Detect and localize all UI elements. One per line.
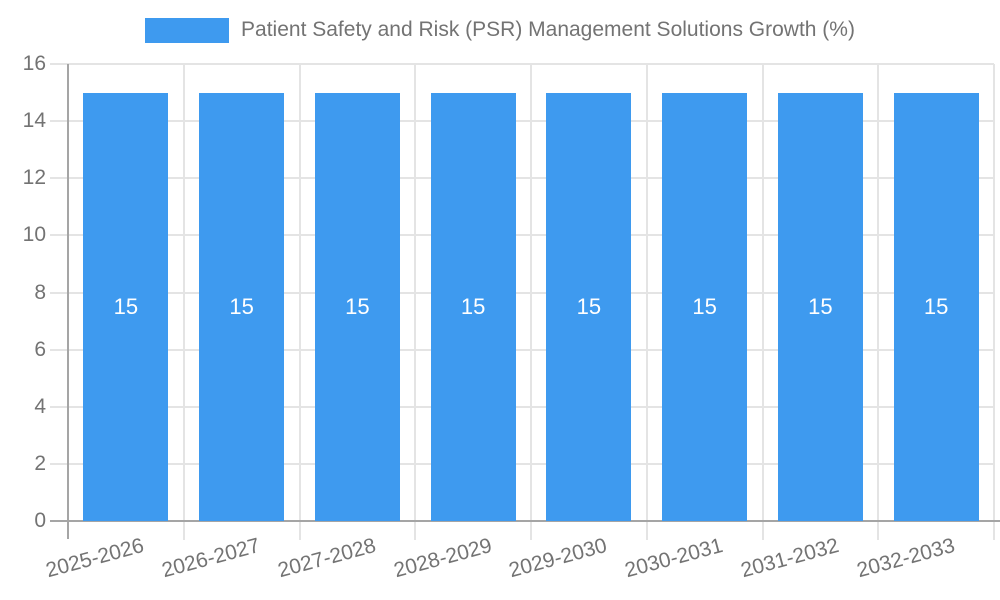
x-gridline <box>298 64 301 521</box>
bar-value-label: 15 <box>113 293 139 319</box>
x-axis-line <box>50 520 1000 522</box>
bar <box>314 92 400 521</box>
x-axis-tick <box>530 522 532 540</box>
y-axis-tick-label: 14 <box>22 109 46 133</box>
y-axis-tick-label: 12 <box>22 166 46 190</box>
x-axis-tick-label: 2027-2028 <box>275 534 379 583</box>
x-gridline <box>877 64 880 521</box>
bar <box>546 92 632 521</box>
bar-value-label: 15 <box>692 293 717 319</box>
bar-value-label: 15 <box>576 293 602 319</box>
y-axis-tick-label: 6 <box>34 337 46 361</box>
x-axis-tick <box>877 522 880 540</box>
x-axis-tick <box>993 522 995 540</box>
y-gridline <box>50 63 994 65</box>
x-axis-tick <box>182 522 185 540</box>
bar-value-label: 15 <box>229 293 254 319</box>
y-axis-tick-label: 16 <box>22 52 46 75</box>
y-axis-tick-label: 0 <box>34 509 46 532</box>
x-axis-tick <box>645 522 648 540</box>
x-axis-tick-label: 2026-2027 <box>159 534 263 583</box>
bar <box>430 92 516 521</box>
y-axis-tick-label: 4 <box>34 394 46 418</box>
x-axis-tick-label: 2032-2033 <box>854 534 958 583</box>
y-axis-line <box>67 64 69 539</box>
x-gridline <box>182 64 185 521</box>
bar <box>83 92 169 521</box>
y-gridline <box>50 405 994 408</box>
legend-label: Patient Safety and Risk (PSR) Management… <box>241 18 855 41</box>
y-axis-tick-label: 8 <box>34 280 46 304</box>
bar-value-label: 15 <box>808 293 833 319</box>
bar-value-label: 15 <box>923 293 949 319</box>
bar-value-label: 15 <box>460 293 486 319</box>
bar <box>893 92 979 521</box>
y-gridline <box>50 348 994 351</box>
x-gridline <box>530 64 532 521</box>
y-axis-tick-label: 10 <box>22 223 46 247</box>
y-gridline <box>50 120 994 123</box>
x-gridline <box>414 64 417 521</box>
y-gridline <box>50 291 994 294</box>
bar <box>199 92 285 521</box>
bar-value-label: 15 <box>345 293 370 319</box>
x-gridline <box>993 64 995 521</box>
x-gridline <box>761 64 764 521</box>
x-axis-tick <box>761 522 764 540</box>
bar <box>777 92 863 521</box>
x-gridline <box>645 64 648 521</box>
bar <box>662 92 748 521</box>
y-gridline <box>50 177 994 180</box>
y-gridline <box>50 462 994 465</box>
x-axis-tick-label: 2030-2031 <box>622 534 726 583</box>
x-axis-tick-label: 2029-2030 <box>506 534 610 583</box>
x-axis-tick-label: 2025-2026 <box>43 534 147 583</box>
y-gridline <box>50 234 994 237</box>
y-axis-tick-label: 2 <box>34 451 46 475</box>
chart-legend: Patient Safety and Risk (PSR) Management… <box>0 16 1000 44</box>
x-axis-tick <box>414 522 417 540</box>
x-axis-tick-label: 2028-2029 <box>391 534 495 583</box>
x-axis-tick <box>298 522 301 540</box>
x-axis-tick-label: 2031-2032 <box>738 534 842 583</box>
legend-swatch <box>145 17 230 43</box>
